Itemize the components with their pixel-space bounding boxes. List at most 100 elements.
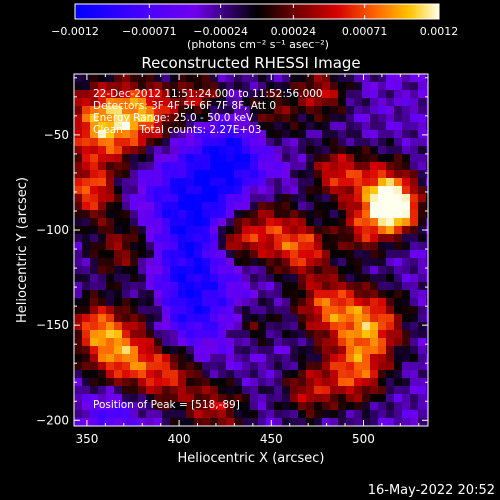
heatmap-cell <box>202 98 211 107</box>
heatmap-cell <box>146 234 155 243</box>
heatmap-cell <box>218 98 227 107</box>
heatmap-cell <box>186 298 195 307</box>
heatmap-cell <box>186 82 195 91</box>
heatmap-cell <box>386 394 395 403</box>
heatmap-cell <box>386 146 395 155</box>
heatmap-cell <box>218 418 227 426</box>
heatmap-cell <box>306 186 315 195</box>
heatmap-cell <box>218 146 227 155</box>
heatmap-cell <box>138 154 147 163</box>
heatmap-cell <box>114 106 123 115</box>
heatmap-cell <box>386 346 395 355</box>
heatmap-cell <box>242 114 251 123</box>
heatmap-cell <box>226 314 235 323</box>
heatmap-cell <box>170 106 179 115</box>
heatmap-cell <box>218 82 227 91</box>
heatmap-cell <box>346 338 355 347</box>
heatmap-cell <box>210 258 219 267</box>
heatmap-cell <box>186 234 195 243</box>
heatmap-cell <box>82 98 91 107</box>
heatmap-cell <box>242 258 251 267</box>
heatmap-cell <box>250 98 259 107</box>
heatmap-cell <box>194 234 203 243</box>
heatmap-cell <box>234 194 243 203</box>
heatmap-cell <box>98 218 107 227</box>
heatmap-cell <box>402 242 411 251</box>
heatmap-cell <box>330 186 339 195</box>
heatmap-cell <box>170 290 179 299</box>
heatmap-cell <box>226 138 235 147</box>
heatmap-cell <box>218 202 227 211</box>
heatmap-cell <box>202 258 211 267</box>
heatmap-cell <box>346 170 355 179</box>
heatmap-cell <box>306 242 315 251</box>
heatmap-cell <box>250 162 259 171</box>
heatmap-cell <box>394 306 403 315</box>
heatmap-cell <box>346 74 355 83</box>
heatmap-cell <box>242 322 251 331</box>
heatmap-cell <box>394 82 403 91</box>
heatmap-cell <box>306 418 315 426</box>
heatmap-cell <box>290 290 299 299</box>
heatmap-cell <box>162 362 171 371</box>
heatmap-cell <box>82 162 91 171</box>
heatmap-cell <box>378 194 387 203</box>
heatmap-cell <box>418 338 427 347</box>
heatmap-cell <box>314 274 323 283</box>
heatmap-cell <box>82 242 91 251</box>
heatmap-cell <box>338 74 347 83</box>
heatmap-cell <box>306 154 315 163</box>
heatmap-cell <box>234 418 243 426</box>
heatmap-cell <box>258 418 267 426</box>
heatmap-cell <box>370 114 379 123</box>
heatmap-cell <box>130 194 139 203</box>
heatmap-cell <box>330 170 339 179</box>
heatmap-cell <box>90 146 99 155</box>
heatmap-cell <box>354 346 363 355</box>
heatmap-cell <box>90 194 99 203</box>
heatmap-cell <box>114 114 123 123</box>
heatmap-cell <box>362 346 371 355</box>
heatmap-cell <box>290 82 299 91</box>
heatmap-cell <box>186 402 195 411</box>
heatmap-cell <box>354 210 363 219</box>
heatmap-cell <box>426 298 428 307</box>
heatmap-cell <box>394 146 403 155</box>
heatmap-cell <box>354 218 363 227</box>
heatmap-cell <box>346 234 355 243</box>
heatmap-cell <box>314 130 323 139</box>
heatmap-cell <box>258 290 267 299</box>
heatmap-cell <box>418 386 427 395</box>
heatmap-cell <box>194 106 203 115</box>
heatmap-cell <box>138 418 147 426</box>
heatmap-cell <box>90 330 99 339</box>
heatmap-cell <box>290 298 299 307</box>
heatmap-cell <box>186 394 195 403</box>
heatmap-cell <box>194 378 203 387</box>
heatmap-cell <box>218 394 227 403</box>
heatmap-cell <box>146 274 155 283</box>
heatmap-cell <box>282 154 291 163</box>
heatmap-cell <box>82 306 91 315</box>
heatmap-cell <box>194 298 203 307</box>
heatmap-cell <box>122 346 131 355</box>
heatmap-cell <box>154 226 163 235</box>
heatmap-cell <box>234 338 243 347</box>
heatmap-cell <box>234 330 243 339</box>
heatmap-cell <box>426 210 428 219</box>
heatmap-cell <box>122 258 131 267</box>
heatmap-cell <box>90 210 99 219</box>
heatmap-cell <box>298 250 307 259</box>
heatmap-cell <box>282 218 291 227</box>
heatmap-cell <box>74 202 83 211</box>
heatmap-cell <box>178 394 187 403</box>
heatmap-cell <box>362 122 371 131</box>
heatmap-cell <box>194 146 203 155</box>
heatmap-cell <box>122 162 131 171</box>
heatmap-cell <box>146 322 155 331</box>
heatmap-cell <box>138 202 147 211</box>
heatmap-cell <box>178 186 187 195</box>
heatmap-cell <box>282 210 291 219</box>
heatmap-cell <box>354 410 363 419</box>
heatmap-cell <box>122 202 131 211</box>
